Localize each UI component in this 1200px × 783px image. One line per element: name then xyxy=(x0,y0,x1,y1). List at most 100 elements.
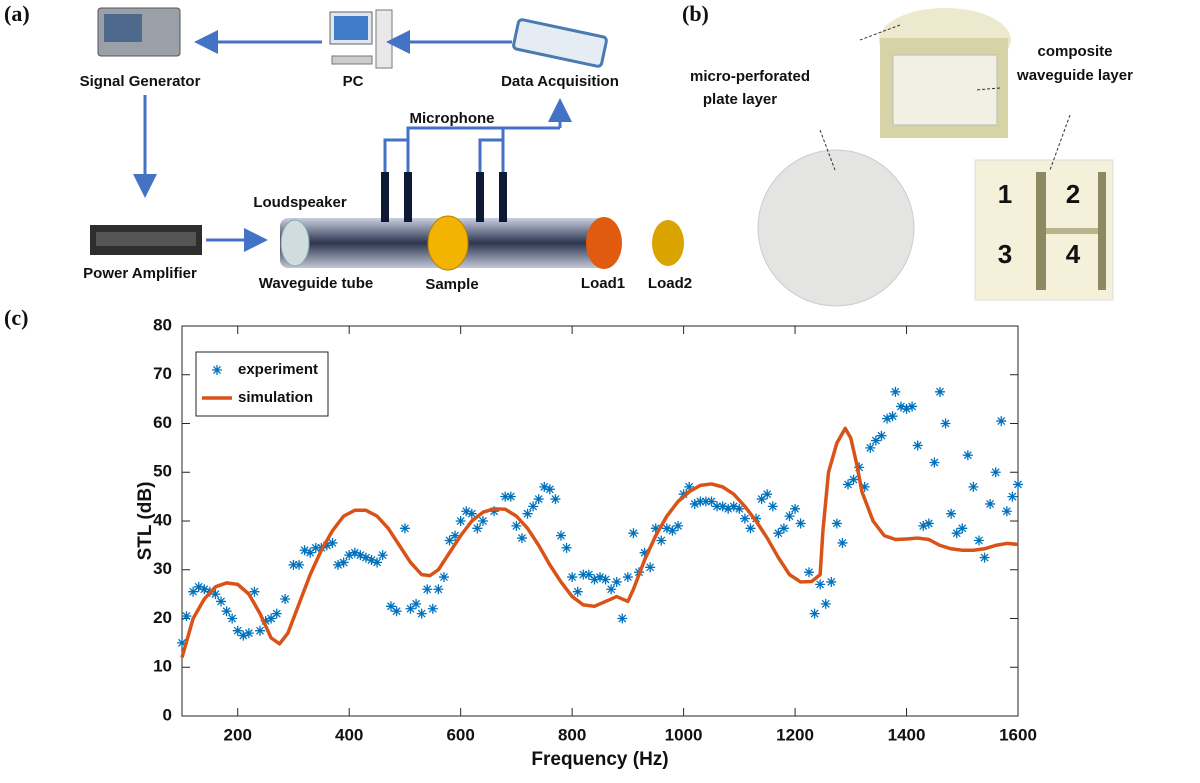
data-point xyxy=(227,614,237,624)
data-point xyxy=(673,521,683,531)
setup-diagram xyxy=(90,8,684,270)
data-point xyxy=(534,494,544,504)
y-tick-label: 30 xyxy=(153,559,172,578)
x-tick-label: 400 xyxy=(335,725,363,744)
device-label: Signal Generator xyxy=(80,73,201,90)
data-point xyxy=(876,431,886,441)
data-point xyxy=(790,504,800,514)
data-point xyxy=(181,611,191,621)
data-point xyxy=(606,584,616,594)
y-tick-label: 60 xyxy=(153,413,172,432)
x-tick-label: 800 xyxy=(558,725,586,744)
data-point xyxy=(562,543,572,553)
data-point xyxy=(280,594,290,604)
data-point xyxy=(645,562,655,572)
data-point xyxy=(478,516,488,526)
data-point xyxy=(1013,479,1023,489)
data-point xyxy=(628,528,638,538)
data-point xyxy=(963,450,973,460)
data-point xyxy=(804,567,814,577)
data-point xyxy=(888,411,898,421)
data-point xyxy=(456,516,466,526)
data-point xyxy=(550,494,560,504)
data-point xyxy=(826,577,836,587)
data-point xyxy=(935,387,945,397)
data-point xyxy=(517,533,527,543)
panel-label: (a) xyxy=(4,1,30,26)
legend-label: experiment xyxy=(238,361,318,378)
y-tick-label: 50 xyxy=(153,462,172,481)
data-point xyxy=(821,599,831,609)
data-point xyxy=(339,557,349,567)
device-label: Loudspeaker xyxy=(253,194,347,211)
y-tick-label: 20 xyxy=(153,608,172,627)
data-point xyxy=(957,523,967,533)
data-point xyxy=(411,599,421,609)
y-tick-label: 0 xyxy=(163,705,172,724)
device-label: Data Acquisition xyxy=(501,73,619,90)
data-point xyxy=(506,492,516,502)
data-point xyxy=(372,557,382,567)
data-point xyxy=(216,596,226,606)
device-label: Power Amplifier xyxy=(83,265,197,282)
data-point xyxy=(1002,506,1012,516)
x-tick-label: 1400 xyxy=(888,725,926,744)
data-point xyxy=(980,553,990,563)
data-point xyxy=(417,609,427,619)
data-point xyxy=(428,604,438,614)
photo-label: micro-perforated xyxy=(690,68,810,85)
data-point xyxy=(255,626,265,636)
data-point xyxy=(745,523,755,533)
data-point xyxy=(832,518,842,528)
data-point xyxy=(968,482,978,492)
legend-marker xyxy=(212,365,222,375)
legend-label: simulation xyxy=(238,389,313,406)
data-point xyxy=(272,609,282,619)
data-point xyxy=(907,401,917,411)
data-point xyxy=(472,523,482,533)
x-tick-label: 1600 xyxy=(999,725,1037,744)
data-point xyxy=(991,467,1001,477)
cell-number: 4 xyxy=(1066,239,1081,269)
data-point xyxy=(890,387,900,397)
data-point xyxy=(974,536,984,546)
data-point xyxy=(244,628,254,638)
data-point xyxy=(439,572,449,582)
data-point xyxy=(528,501,538,511)
data-point xyxy=(941,419,951,429)
x-tick-label: 200 xyxy=(224,725,252,744)
data-point xyxy=(573,587,583,597)
data-point xyxy=(392,606,402,616)
data-point xyxy=(567,572,577,582)
photo-label: waveguide layer xyxy=(1016,67,1133,84)
x-tick-label: 1200 xyxy=(776,725,814,744)
device-label: Load2 xyxy=(648,275,692,292)
device-label: Microphone xyxy=(410,110,495,127)
data-point xyxy=(784,511,794,521)
data-point xyxy=(1007,492,1017,502)
data-point xyxy=(996,416,1006,426)
data-point xyxy=(523,509,533,519)
data-point xyxy=(779,523,789,533)
data-point xyxy=(400,523,410,533)
data-point xyxy=(378,550,388,560)
data-point xyxy=(422,584,432,594)
data-point xyxy=(796,518,806,528)
y-tick-label: 40 xyxy=(153,510,172,529)
data-point xyxy=(612,577,622,587)
data-point xyxy=(656,536,666,546)
data-point xyxy=(768,501,778,511)
photo-label: composite xyxy=(1037,43,1112,60)
data-point xyxy=(617,614,627,624)
y-tick-label: 80 xyxy=(153,315,172,334)
data-point xyxy=(865,443,875,453)
data-point xyxy=(740,514,750,524)
device-label: Waveguide tube xyxy=(259,275,373,292)
data-point xyxy=(815,579,825,589)
data-point xyxy=(556,531,566,541)
y-tick-label: 70 xyxy=(153,364,172,383)
cell-number: 1 xyxy=(998,179,1012,209)
x-tick-label: 600 xyxy=(446,725,474,744)
cell-number: 3 xyxy=(998,239,1012,269)
device-label: Load1 xyxy=(581,275,625,292)
